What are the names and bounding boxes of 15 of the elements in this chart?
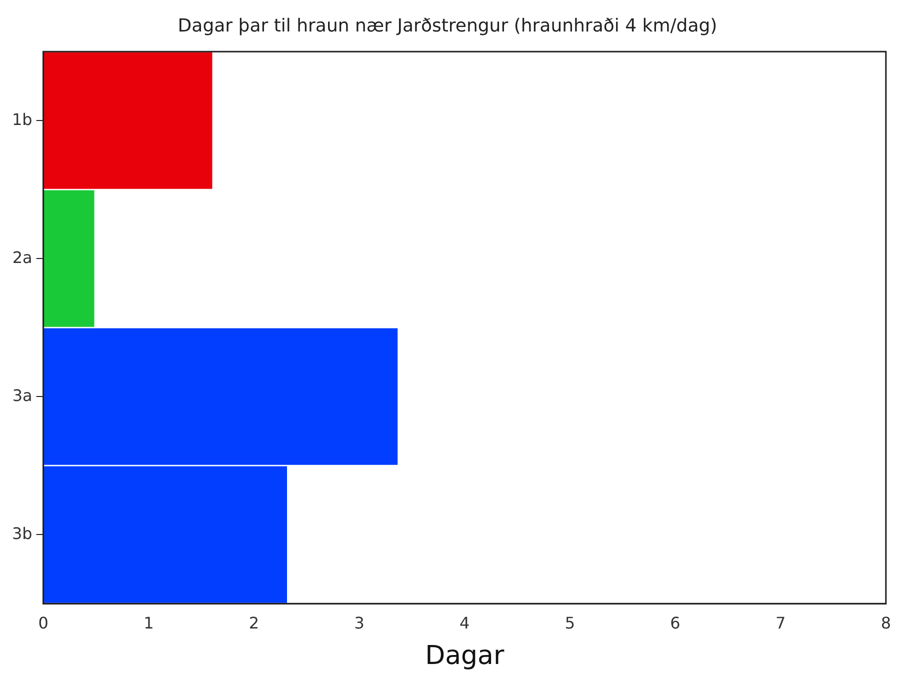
y-tick-label: 3b [12, 524, 32, 543]
y-tick-label: 3a [12, 386, 32, 405]
x-tick-label: 4 [460, 613, 470, 632]
x-tick-label: 2 [248, 613, 260, 632]
x-tick-label: 8 [880, 613, 892, 632]
x-tick-label: 1 [144, 613, 154, 632]
x-tick-label: 0 [38, 613, 48, 632]
chart-title: Dagar þar til hraun nær Jarðstrengur (hraunhraði 4 km/dag) [178, 15, 718, 36]
x-tick-label: 3 [354, 613, 364, 632]
x-tick-label: 7 [775, 613, 786, 632]
x-tick-label: 5 [564, 613, 576, 632]
y-tick-label: 1b [12, 110, 32, 129]
y-tick-label: 2a [12, 248, 32, 267]
x-axis-title: Dagar [425, 641, 504, 672]
x-tick-label: 6 [670, 613, 680, 632]
